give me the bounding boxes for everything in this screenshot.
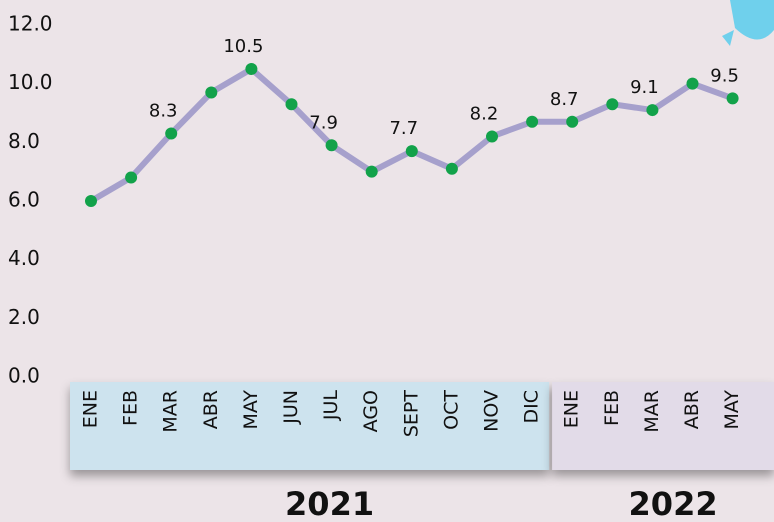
point xyxy=(205,86,217,98)
data-label: 8.7 xyxy=(550,89,579,110)
x-tick-label: AGO xyxy=(360,390,382,432)
x-tick-label: OCT xyxy=(440,390,462,430)
y-tick-label: 0.0 xyxy=(8,364,40,388)
y-tick-label: 12.0 xyxy=(8,12,53,36)
point xyxy=(245,63,257,75)
y-tick-label: 4.0 xyxy=(8,246,40,270)
point xyxy=(326,139,338,151)
point xyxy=(606,98,618,110)
x-tick-label: ABR xyxy=(200,390,222,429)
y-tick-label: 10.0 xyxy=(8,70,53,94)
point xyxy=(727,92,739,104)
x-tick-label: DIC xyxy=(521,390,543,424)
chart: 2021 2022 ENE FEB MAR ABR MAY JUN JUL AGO SEPT OCT N… xyxy=(0,0,774,522)
x-tick-label: FEB xyxy=(601,390,623,426)
point xyxy=(286,98,298,110)
point xyxy=(526,116,538,128)
x-tick-label: ENE xyxy=(80,390,102,428)
point xyxy=(486,130,498,142)
data-label: 8.2 xyxy=(470,103,499,124)
decoration xyxy=(730,0,774,40)
x-tick-label: MAR xyxy=(160,390,182,433)
x-tick-label: ABR xyxy=(681,390,703,429)
x-tick-label: MAY xyxy=(721,390,743,430)
x-tick-label: SEPT xyxy=(400,390,422,438)
y-tick-label: 8.0 xyxy=(8,129,40,153)
y-tick-label: 2.0 xyxy=(8,305,40,329)
x-tick-label: JUN xyxy=(280,390,302,425)
point xyxy=(446,163,458,175)
x-tick-label: FEB xyxy=(120,390,142,426)
y-tick-label: 6.0 xyxy=(8,188,40,212)
point xyxy=(366,166,378,178)
data-label: 9.5 xyxy=(710,65,739,86)
x-tick-label: ENE xyxy=(561,390,583,428)
data-label: 10.5 xyxy=(223,36,263,57)
data-label: 7.7 xyxy=(389,118,418,139)
x-tick-label: NOV xyxy=(481,390,503,432)
data-label: 7.9 xyxy=(309,112,338,133)
x-tick-label: MAY xyxy=(240,390,262,430)
x-tick-label: JUL xyxy=(320,390,342,422)
point xyxy=(125,172,137,184)
decoration xyxy=(722,30,734,46)
year-label: 2021 xyxy=(285,485,374,522)
point xyxy=(165,128,177,140)
point xyxy=(85,195,97,207)
data-label: 8.3 xyxy=(149,101,178,122)
point xyxy=(406,145,418,157)
point xyxy=(566,116,578,128)
x-tick-label: MAR xyxy=(641,390,663,433)
point xyxy=(646,104,658,116)
year-band xyxy=(70,382,549,470)
data-label: 9.1 xyxy=(630,77,659,98)
year-label: 2022 xyxy=(629,485,718,522)
point xyxy=(687,78,699,90)
